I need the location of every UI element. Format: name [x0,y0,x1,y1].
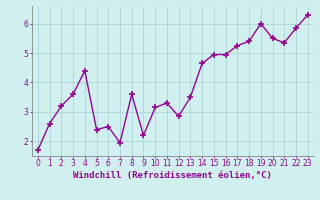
X-axis label: Windchill (Refroidissement éolien,°C): Windchill (Refroidissement éolien,°C) [73,171,272,180]
